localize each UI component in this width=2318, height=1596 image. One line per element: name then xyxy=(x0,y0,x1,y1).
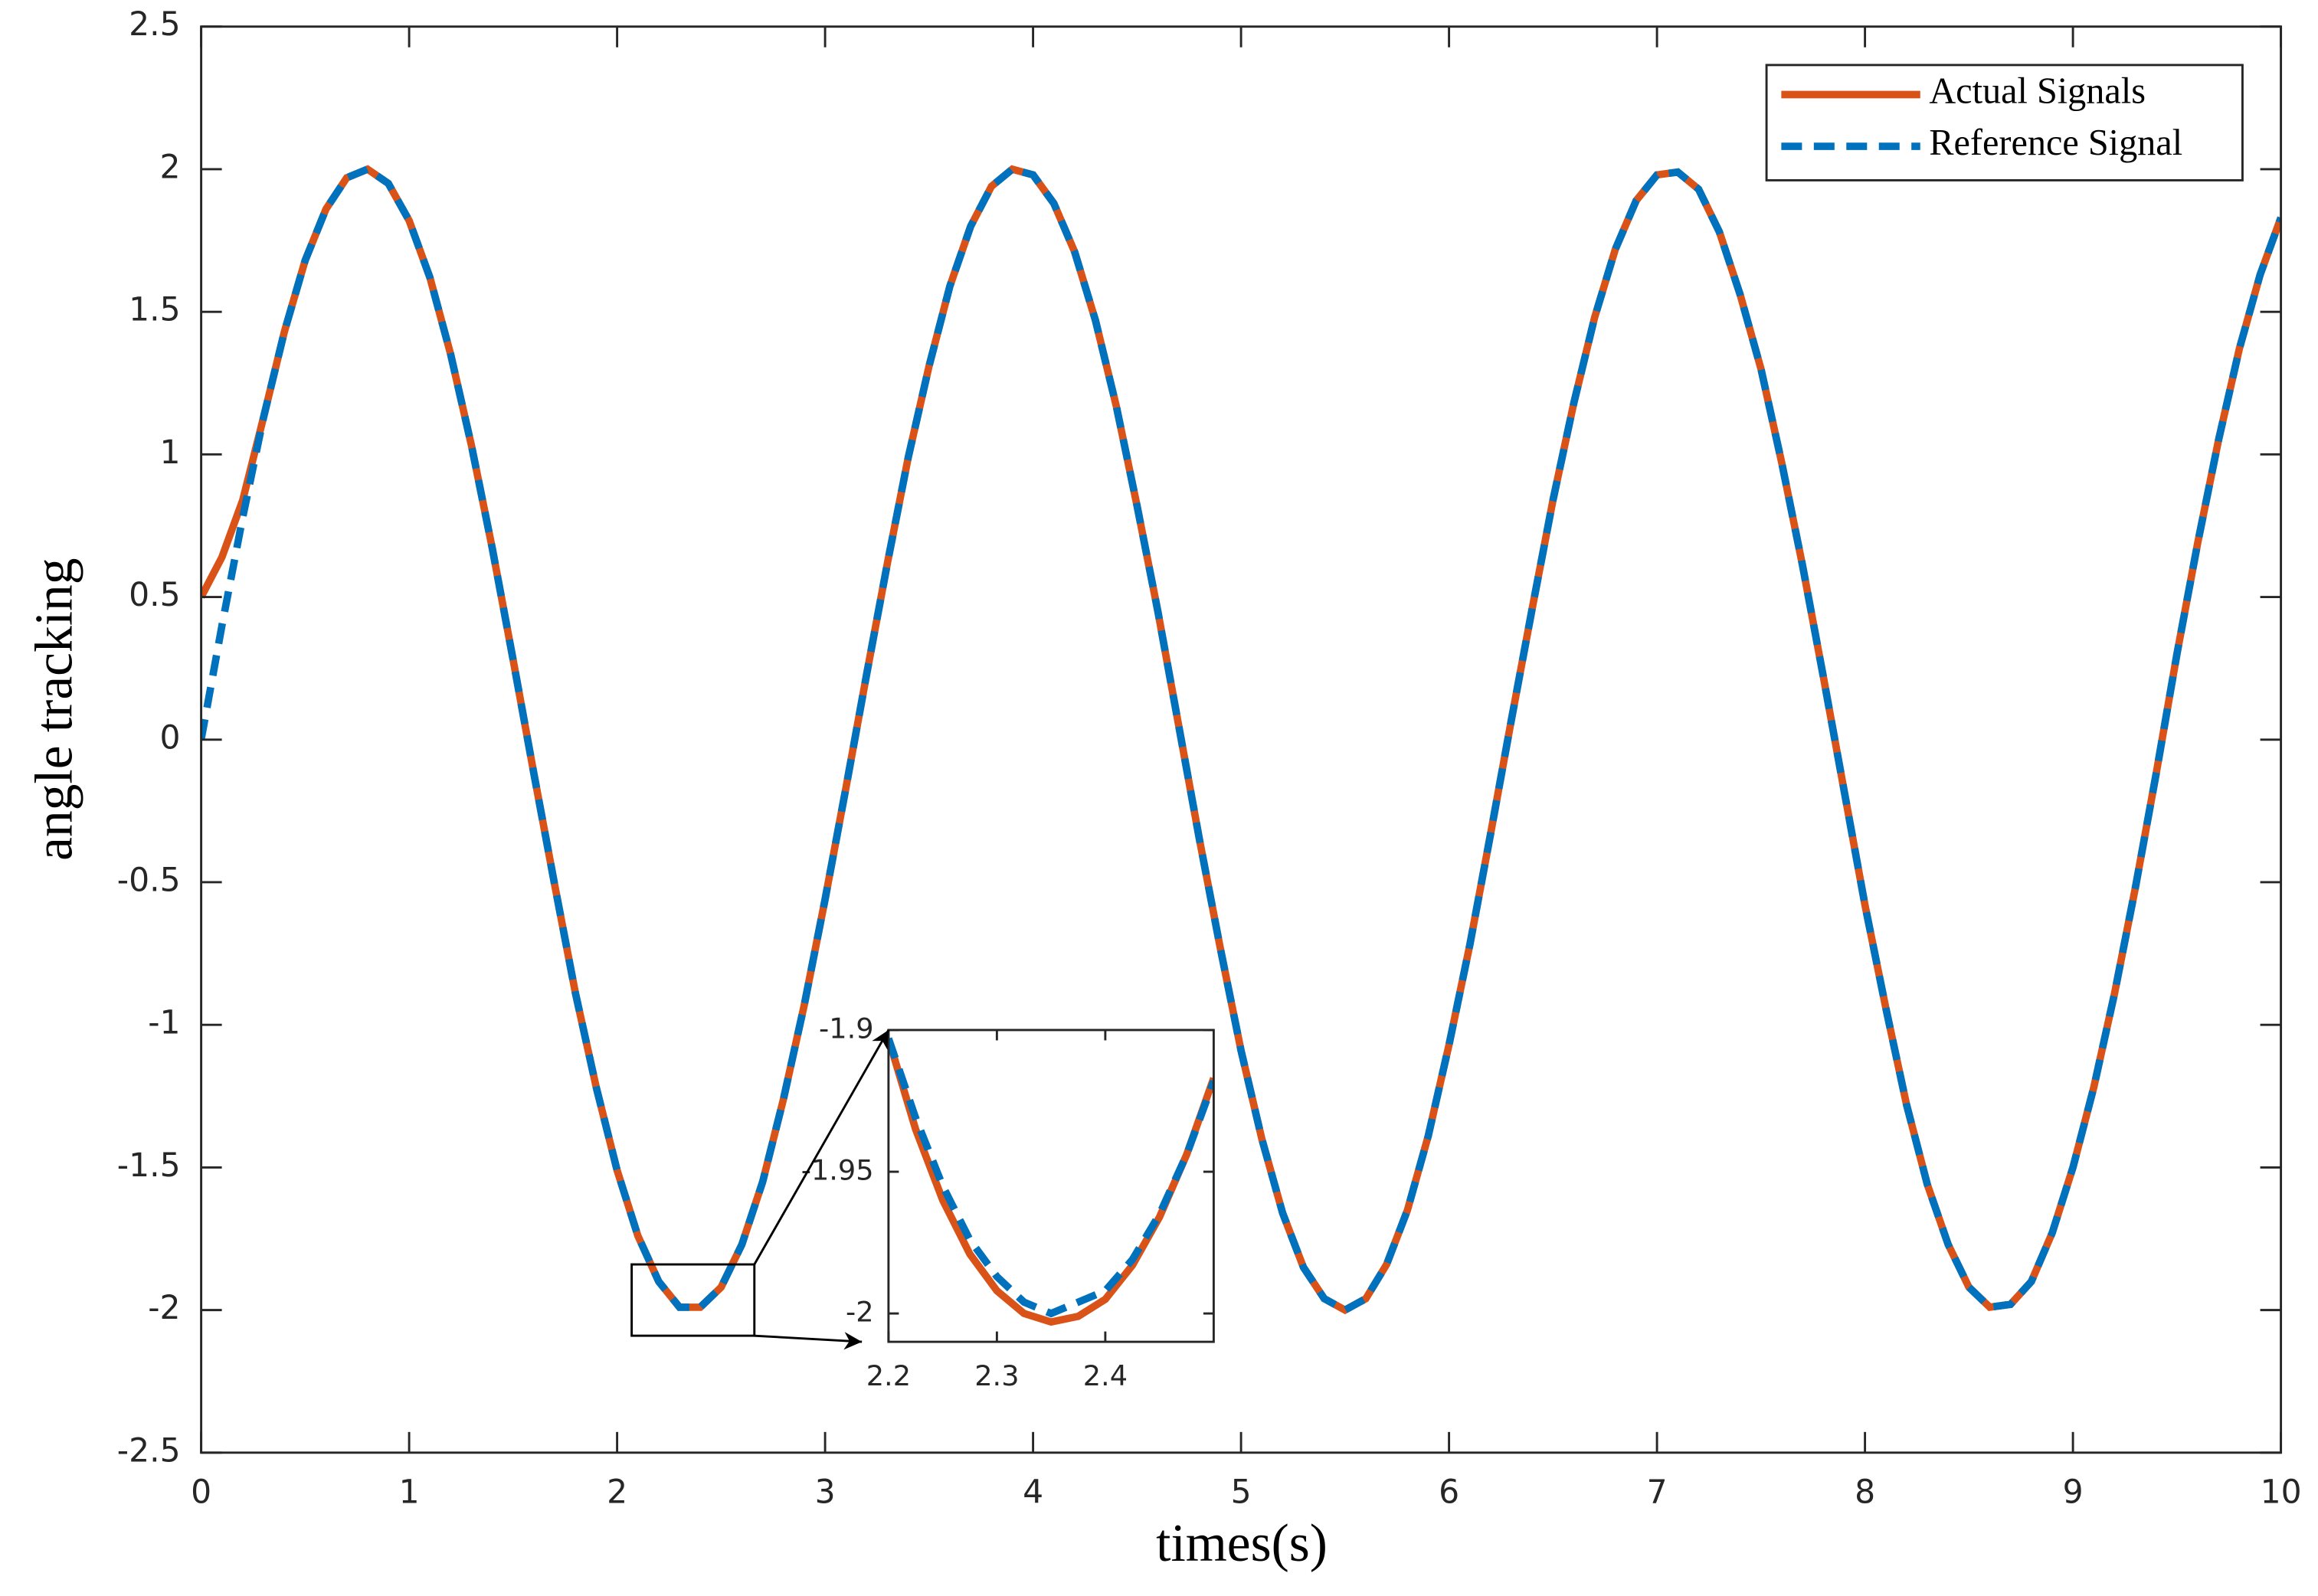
zoom-box xyxy=(630,1263,756,1337)
y-tick-label: -1.95 xyxy=(801,1154,874,1187)
legend-label: Reference Signal xyxy=(1929,123,2182,163)
y-tick-label: -2 xyxy=(846,1296,874,1329)
x-axis-label: times(s) xyxy=(1156,1514,1328,1573)
inset-background xyxy=(888,1029,1214,1343)
legend-label: Actual Signals xyxy=(1929,71,2146,112)
series-line xyxy=(201,165,2281,1315)
y-tick-label: -1 xyxy=(148,1005,180,1042)
x-tick-label: 6 xyxy=(1439,1473,1459,1511)
y-tick-label: 1 xyxy=(160,434,181,472)
x-tick-label: 2.3 xyxy=(974,1359,1019,1392)
x-tick-label: 1 xyxy=(399,1473,420,1511)
y-tick-label: -2 xyxy=(148,1290,180,1327)
zoom-arrow xyxy=(754,1332,863,1350)
y-tick-label: 1.5 xyxy=(129,292,181,329)
y-tick-label: 2.5 xyxy=(129,6,181,44)
y-axis-label: angle tracking xyxy=(25,558,83,861)
y-tick-label: -2.5 xyxy=(117,1432,181,1470)
x-tick-label: 4 xyxy=(1023,1473,1043,1511)
series-line xyxy=(888,1037,1214,1326)
y-tick-label: 2 xyxy=(160,149,181,186)
legend-box xyxy=(1765,64,2244,182)
legend: Actual Signals Reference Signal xyxy=(1765,64,2244,182)
axes-box xyxy=(200,25,2283,1454)
y-tick-label: -1.5 xyxy=(117,1147,181,1185)
zoom-arrow xyxy=(753,1029,890,1265)
y-tick-label: 0 xyxy=(160,719,181,757)
y-tick-label: -0.5 xyxy=(117,862,181,899)
series-line xyxy=(888,1037,1214,1318)
x-tick-label: 2.2 xyxy=(866,1359,911,1392)
x-tick-label: 9 xyxy=(2063,1473,2084,1511)
x-tick-label: 2.4 xyxy=(1083,1359,1128,1392)
y-tick-label: 0.5 xyxy=(129,577,181,614)
x-tick-label: 8 xyxy=(1855,1473,1875,1511)
x-tick-label: 5 xyxy=(1231,1473,1252,1511)
y-tick-label: -1.9 xyxy=(819,1012,874,1045)
x-tick-label: 2 xyxy=(607,1473,627,1511)
x-tick-label: 7 xyxy=(1647,1473,1668,1511)
x-tick-label: 0 xyxy=(191,1473,211,1511)
x-tick-label: 3 xyxy=(815,1473,836,1511)
series-line xyxy=(201,165,2281,1315)
axes-box xyxy=(887,1029,1215,1343)
x-tick-label: 10 xyxy=(2261,1473,2302,1511)
